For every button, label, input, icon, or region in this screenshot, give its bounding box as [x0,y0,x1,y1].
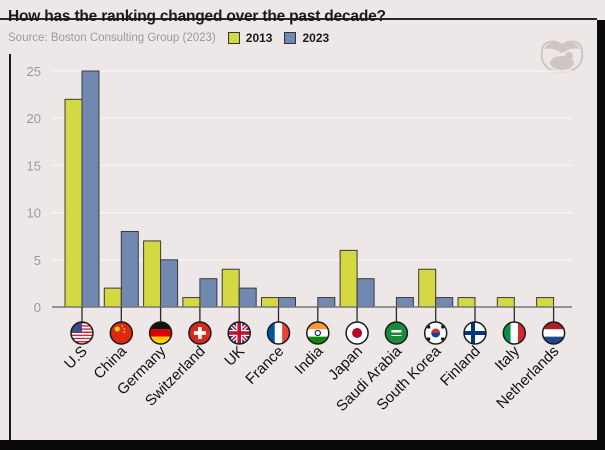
bar-2013-uk [221,268,240,308]
bar-2023-south-korea [435,297,454,308]
italy-flag-icon [502,321,527,345]
bar-2023-germany [160,259,179,308]
bar-2013-south-korea [418,268,437,308]
bar-2023-uk [238,287,257,308]
bar-2013-france [261,297,279,308]
y-tick-label: 25 [27,64,41,79]
legend-swatch-2013 [227,32,240,44]
switzerland-flag-icon [188,321,212,345]
bar-2013-china [103,287,122,308]
bar-2013-italy [496,297,515,308]
x-tick-label: Finland [437,343,484,390]
y-tick-label: 20 [27,111,41,126]
saudi-arabia-flag-icon [384,321,409,345]
germany-flag-icon [148,321,173,345]
x-tick-label: France [242,343,287,388]
bar-2013-japan [339,249,358,308]
bar-2013-switzerland [182,297,201,308]
bar-2023-switzerland [199,278,218,308]
bar-2023-china [120,230,139,308]
netherlands-flag-icon [541,321,566,345]
x-tick-label: U.S [61,343,91,373]
bar-2023-japan [356,278,375,308]
frame-top-border [0,18,597,20]
brain-hippo-logo-icon [540,40,584,73]
finland-flag-icon [463,321,487,345]
france-flag-icon [266,321,291,345]
bar-2023-u-s [81,70,100,308]
chart-title: How has the ranking changed over the pas… [8,8,386,25]
legend-label-2013: 2013 [245,31,273,45]
uk-flag-icon [227,321,251,345]
x-tick-label: India [292,342,327,377]
subtitle-row: Source: Boston Consulting Group (2023) 2… [8,31,341,45]
x-tick-label: UK [221,343,248,370]
legend-item-2023: 2023 [284,31,329,45]
y-tick-label: 15 [27,158,41,173]
x-tick-label: Italy [492,342,524,374]
legend-swatch-2023 [284,32,297,44]
frame-right-shadow [597,20,605,450]
left-accent-line [9,54,11,440]
bar-2013-germany [143,240,162,308]
bar-2023-india [317,297,336,308]
legend-label-2023: 2023 [302,31,330,45]
india-flag-icon [306,321,330,345]
bar-2013-finland [457,297,476,308]
us-flag-icon [70,321,94,345]
bar-2023-france [278,297,296,308]
legend-item-2013: 2013 [227,31,273,45]
bar-2013-u-s [64,98,83,308]
bar-2013-netherlands [536,297,555,308]
source-text: Source: Boston Consulting Group (2023) [8,32,216,44]
china-flag-icon [109,321,134,345]
y-tick-label: 5 [34,253,41,268]
y-tick-label: 0 [34,300,41,315]
frame-bottom-shadow [0,440,605,450]
y-tick-label: 10 [27,206,41,221]
south-korea-flag-icon [423,321,448,345]
bar-2023-saudi-arabia [395,297,414,308]
japan-flag-icon [345,321,369,345]
